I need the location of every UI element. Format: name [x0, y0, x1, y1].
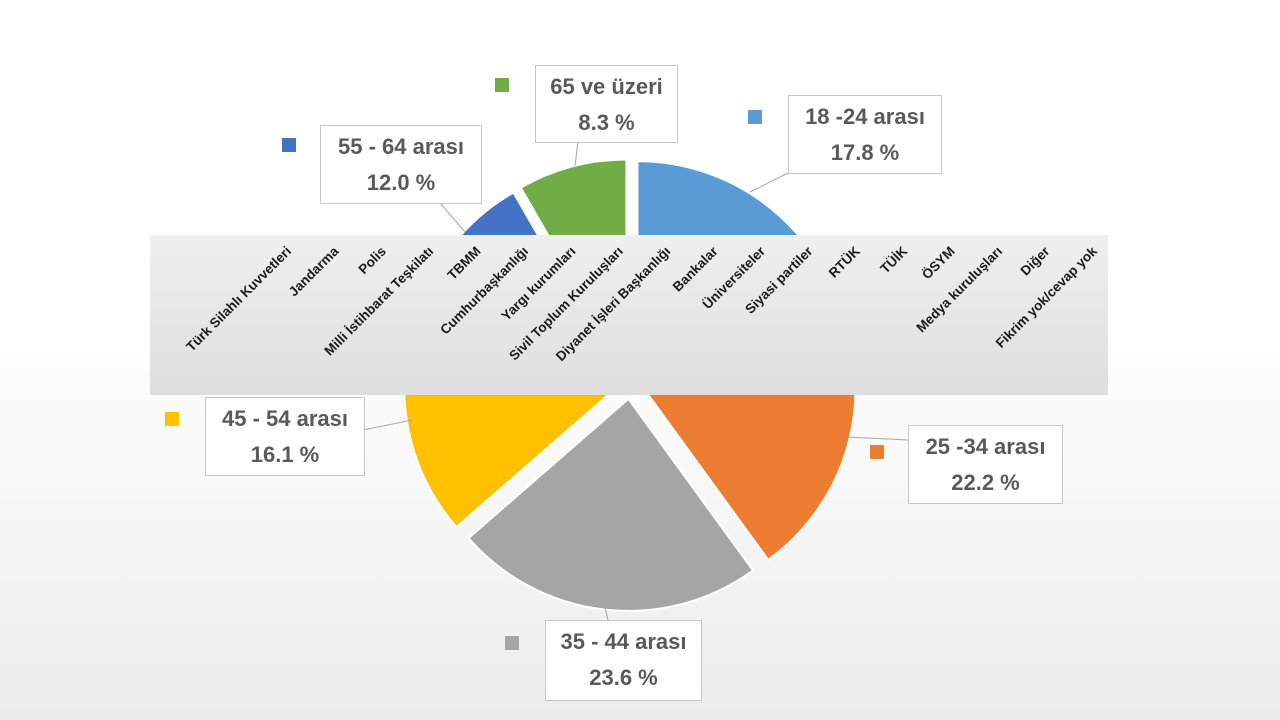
data-label-45-54: 45 - 54 arası 16.1 %	[205, 397, 365, 476]
category-label: TÜİK	[877, 243, 910, 276]
category-label: TBMM	[444, 244, 483, 283]
legend-marker-45-54	[165, 412, 179, 426]
category-label: Türk Silahlı Kuvvetleri	[183, 244, 294, 355]
legend-marker-25-34	[870, 445, 884, 459]
data-label-55-64: 55 - 64 arası 12.0 %	[320, 125, 482, 204]
category-label: Diğer	[1018, 243, 1054, 279]
category-label: Cumhurbaşkanlığı	[437, 244, 531, 338]
category-label: Medya kuruluşları	[913, 244, 1005, 336]
legend-marker-18-24	[748, 110, 762, 124]
category-axis-band	[150, 235, 1108, 395]
legend-marker-35-44	[505, 636, 519, 650]
pie-slice-2	[467, 397, 755, 612]
data-label-35-44: 35 - 44 arası 23.6 %	[545, 620, 702, 701]
category-label: Jandarma	[286, 243, 342, 299]
data-label-65-plus: 65 ve üzeri 8.3 %	[535, 65, 678, 143]
leader-lines	[362, 140, 909, 621]
legend-marker-55-64	[282, 138, 296, 152]
legend-marker-65-plus	[495, 78, 509, 92]
data-label-25-34: 25 -34 arası 22.2 %	[908, 425, 1063, 504]
category-label: ÖSYM	[919, 244, 958, 283]
category-label: RTÜK	[826, 243, 863, 280]
data-label-18-24: 18 -24 arası 17.8 %	[788, 95, 942, 174]
category-label: Polis	[355, 244, 388, 277]
